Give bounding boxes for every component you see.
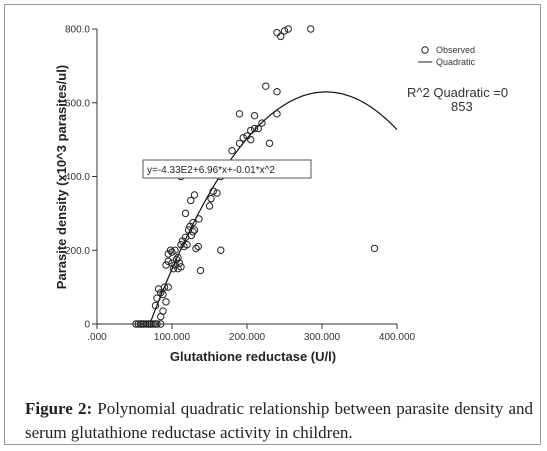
legend-observed-marker [421, 46, 429, 54]
observed-point [169, 264, 178, 273]
observed-point [370, 244, 379, 253]
observed-point [164, 257, 172, 266]
observed-point [159, 307, 167, 315]
y-tick-label: 200.0 [65, 246, 90, 257]
observed-point [157, 288, 165, 297]
y-tick-label: 600.0 [65, 98, 90, 109]
observed-point [205, 202, 214, 210]
observed-point [164, 250, 172, 258]
observed-point [265, 139, 274, 148]
observed-point [207, 194, 215, 203]
observed-point [190, 226, 199, 234]
legend: Observed Quadratic [418, 45, 476, 67]
equation-label: y=-4.33E2+6.96*x+-0.01*x^2 [147, 165, 275, 176]
caption-label: Figure 2: [25, 399, 93, 418]
observed-point [209, 187, 217, 195]
observed-point [280, 27, 289, 35]
observed-point [262, 82, 270, 90]
observed-point [247, 135, 255, 144]
chart-svg: 0 200.0 400.0 600.0 800.0 .000 100.000 200.000… [54, 25, 508, 365]
x-axis-title: Glutathione reductase (U/l) [170, 349, 336, 364]
x-tick-label: .000 [87, 332, 107, 343]
caption-text: Polynomial quadratic relationship betwee… [25, 399, 533, 442]
y-tick-label: 400.0 [65, 172, 90, 183]
observed-point [181, 209, 190, 218]
x-tick-label: 200.000 [229, 332, 266, 343]
observed-point [171, 246, 179, 254]
observed-point [195, 215, 203, 223]
observed-point [250, 124, 259, 133]
observed-point [235, 139, 244, 148]
observed-point [157, 320, 165, 328]
observed-point [160, 283, 169, 291]
y-axis-title: Parasite density (x10^3 parasites/ul) [54, 65, 69, 289]
observed-point [243, 132, 251, 140]
x-tick-label: 100.000 [154, 332, 191, 343]
observed-point [153, 320, 161, 328]
observed-point [177, 263, 185, 271]
equation-annotation: y=-4.33E2+6.96*x+-0.01*x^2 [142, 159, 312, 179]
figure-caption: Figure 2: Polynomial quadratic relations… [25, 397, 533, 445]
figure-frame: 0 200.0 400.0 600.0 800.0 .000 100.000 200.000… [4, 4, 541, 445]
observed-point [189, 228, 197, 236]
observed-point [164, 283, 172, 291]
legend-observed-label: Observed [436, 45, 475, 55]
observed-point [142, 320, 150, 328]
observed-point [159, 290, 167, 299]
y-tick-label: 0 [84, 320, 90, 331]
observed-point [228, 146, 236, 155]
observed-point [190, 191, 199, 199]
observed-point [213, 189, 221, 197]
observed-point [273, 87, 281, 96]
equation-box [142, 159, 312, 179]
observed-point [194, 242, 202, 251]
observed-point [258, 119, 266, 127]
observed-point [192, 244, 200, 253]
observed-point [254, 124, 262, 133]
observed-point [307, 25, 315, 33]
observed-point [239, 134, 247, 142]
observed-point [235, 110, 244, 118]
legend-quadratic-label: Quadratic [436, 57, 476, 67]
r2-label-line1: R^2 Quadratic =0 [407, 85, 508, 100]
observed-point [217, 246, 225, 254]
observed-point [284, 25, 292, 33]
observed-point [162, 298, 170, 306]
observed-point [196, 266, 205, 275]
observed-point [134, 320, 142, 328]
observed-point [174, 253, 182, 262]
observed-point [277, 32, 285, 41]
r2-label-line2: 853 [451, 99, 473, 114]
observed-point [175, 259, 184, 267]
observed-point [187, 231, 196, 240]
observed-point [247, 126, 255, 135]
observed-point [149, 320, 157, 328]
x-tick-label: 400.000 [379, 332, 416, 343]
observed-point [250, 111, 259, 120]
observed-point [273, 28, 281, 37]
observed-point [273, 110, 281, 118]
observed-point [153, 294, 161, 302]
observed-point [151, 301, 160, 310]
observed-point [189, 218, 197, 227]
observed-point [183, 241, 191, 249]
y-axis: 0 200.0 400.0 600.0 800.0 [65, 25, 98, 331]
y-tick-label: 800.0 [65, 25, 90, 36]
observed-point [187, 196, 195, 205]
observed-point [166, 246, 175, 254]
x-tick-label: 300.000 [304, 332, 341, 343]
